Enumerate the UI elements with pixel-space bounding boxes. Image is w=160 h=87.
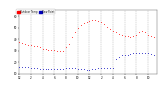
Point	[97, 68, 100, 69]
Point	[36, 68, 38, 69]
Point	[144, 32, 146, 33]
Point	[18, 66, 20, 68]
Point	[138, 52, 140, 54]
Point	[126, 55, 129, 56]
Point	[47, 49, 50, 50]
Point	[30, 68, 32, 69]
Point	[71, 68, 73, 69]
Point	[115, 58, 117, 60]
Point	[65, 47, 67, 48]
Point	[132, 52, 135, 54]
Point	[47, 69, 50, 70]
Point	[50, 49, 53, 50]
Point	[117, 56, 120, 57]
Point	[120, 34, 123, 35]
Point	[97, 20, 100, 21]
Point	[91, 69, 94, 70]
Point	[21, 42, 23, 44]
Point	[59, 50, 61, 52]
Point	[109, 28, 111, 30]
Point	[76, 27, 79, 28]
Point	[123, 55, 126, 56]
Point	[126, 35, 129, 37]
Legend: Outdoor Temp, Dew Point: Outdoor Temp, Dew Point	[16, 9, 55, 14]
Point	[94, 69, 97, 70]
Point	[18, 41, 20, 42]
Point	[141, 31, 144, 32]
Point	[106, 26, 108, 27]
Point	[153, 36, 155, 38]
Point	[21, 66, 23, 68]
Point	[132, 35, 135, 37]
Point	[76, 69, 79, 70]
Point	[100, 68, 102, 69]
Point	[147, 34, 149, 35]
Point	[27, 44, 29, 46]
Point	[150, 54, 152, 55]
Point	[115, 32, 117, 33]
Point	[56, 50, 59, 52]
Point	[100, 21, 102, 23]
Point	[109, 68, 111, 69]
Point	[85, 21, 88, 23]
Point	[117, 33, 120, 34]
Point	[71, 36, 73, 38]
Point	[135, 52, 138, 54]
Point	[62, 69, 64, 70]
Point	[112, 68, 114, 69]
Point	[32, 46, 35, 47]
Point	[62, 50, 64, 52]
Point	[153, 55, 155, 56]
Point	[38, 69, 41, 70]
Point	[38, 47, 41, 48]
Point	[129, 54, 132, 55]
Point	[53, 69, 56, 70]
Point	[103, 68, 105, 69]
Point	[147, 52, 149, 54]
Point	[74, 68, 76, 69]
Point	[94, 19, 97, 20]
Point	[79, 25, 82, 26]
Point	[24, 43, 26, 45]
Point	[59, 69, 61, 70]
Point	[41, 69, 44, 70]
Point	[138, 32, 140, 33]
Point	[68, 68, 70, 69]
Point	[85, 70, 88, 71]
Point	[50, 69, 53, 70]
Point	[79, 69, 82, 70]
Point	[141, 52, 144, 54]
Point	[44, 48, 47, 49]
Point	[123, 35, 126, 37]
Point	[56, 69, 59, 70]
Point	[27, 66, 29, 68]
Point	[65, 68, 67, 69]
Point	[36, 46, 38, 47]
Point	[144, 52, 146, 54]
Point	[30, 44, 32, 46]
Point	[53, 49, 56, 50]
Point	[106, 68, 108, 69]
Point	[82, 69, 85, 70]
Point	[24, 66, 26, 68]
Point	[74, 32, 76, 33]
Point	[41, 48, 44, 49]
Point	[68, 43, 70, 45]
Point	[32, 68, 35, 69]
Point	[88, 70, 91, 71]
Point	[91, 19, 94, 20]
Point	[82, 22, 85, 24]
Point	[120, 55, 123, 56]
Point	[112, 31, 114, 32]
Point	[44, 69, 47, 70]
Point	[150, 35, 152, 37]
Point	[129, 36, 132, 38]
Point	[88, 20, 91, 21]
Point	[135, 34, 138, 35]
Point	[103, 24, 105, 25]
